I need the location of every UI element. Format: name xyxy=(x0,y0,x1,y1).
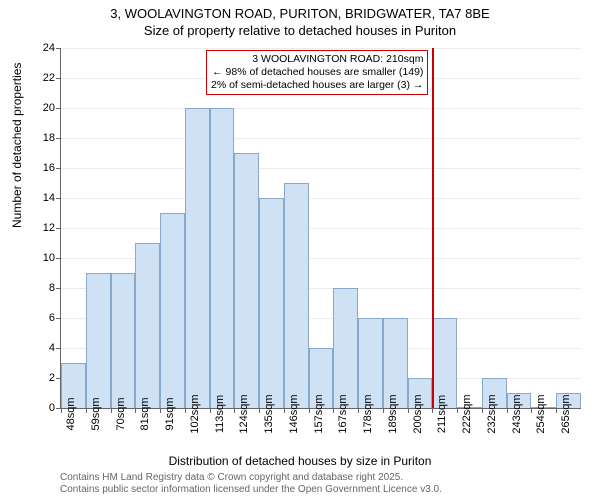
x-tick-label: 157sqm xyxy=(313,394,325,433)
x-tick-label: 211sqm xyxy=(436,395,448,433)
x-tick-mark xyxy=(86,408,87,413)
y-tick-label: 16 xyxy=(31,162,55,174)
y-tick-label: 6 xyxy=(31,312,55,324)
histogram-bar xyxy=(185,108,210,408)
x-tick-label: 81sqm xyxy=(139,397,151,430)
x-tick-mark xyxy=(185,408,186,413)
y-tick-label: 8 xyxy=(31,282,55,294)
plot-area: 02468101214161820222448sqm59sqm70sqm81sq… xyxy=(60,48,581,409)
y-tick-label: 20 xyxy=(31,102,55,114)
grid-line xyxy=(61,138,581,139)
x-tick-label: 222sqm xyxy=(461,394,473,433)
reference-vline xyxy=(432,48,434,408)
y-tick-label: 12 xyxy=(31,222,55,234)
x-tick-mark xyxy=(358,408,359,413)
x-tick-label: 124sqm xyxy=(238,394,250,433)
annotation-line-3: 2% of semi-detached houses are larger (3… xyxy=(211,79,423,92)
footer-line-1: Contains HM Land Registry data © Crown c… xyxy=(60,472,442,484)
footer-line-2: Contains public sector information licen… xyxy=(60,484,442,496)
x-tick-mark xyxy=(61,408,62,413)
x-tick-mark xyxy=(383,408,384,413)
x-tick-label: 254sqm xyxy=(535,394,547,433)
grid-line xyxy=(61,48,581,49)
histogram-bar xyxy=(333,288,358,408)
histogram-bar xyxy=(86,273,111,408)
title-block: 3, WOOLAVINGTON ROAD, PURITON, BRIDGWATE… xyxy=(0,0,600,40)
title-line-2: Size of property relative to detached ho… xyxy=(0,23,600,40)
x-tick-mark xyxy=(210,408,211,413)
histogram-bar xyxy=(259,198,284,408)
y-tick-label: 18 xyxy=(31,132,55,144)
x-tick-mark xyxy=(482,408,483,413)
x-tick-mark xyxy=(259,408,260,413)
title-line-1: 3, WOOLAVINGTON ROAD, PURITON, BRIDGWATE… xyxy=(0,6,600,23)
x-tick-label: 59sqm xyxy=(90,397,102,430)
y-tick-label: 0 xyxy=(31,402,55,414)
y-tick-label: 22 xyxy=(31,72,55,84)
x-tick-label: 189sqm xyxy=(387,394,399,433)
x-tick-label: 243sqm xyxy=(511,394,523,433)
histogram-bar xyxy=(210,108,235,408)
x-tick-label: 113sqm xyxy=(214,395,226,433)
grid-line xyxy=(61,108,581,109)
x-tick-mark xyxy=(408,408,409,413)
y-axis-label: Number of detached properties xyxy=(10,63,24,228)
y-tick-label: 24 xyxy=(31,42,55,54)
grid-line xyxy=(61,168,581,169)
x-tick-label: 91sqm xyxy=(164,397,176,430)
x-tick-label: 70sqm xyxy=(115,397,127,430)
x-tick-mark xyxy=(234,408,235,413)
y-tick-label: 10 xyxy=(31,252,55,264)
x-tick-label: 102sqm xyxy=(189,394,201,433)
y-tick-label: 2 xyxy=(31,372,55,384)
histogram-bar xyxy=(111,273,136,408)
x-tick-mark xyxy=(531,408,532,413)
x-tick-mark xyxy=(284,408,285,413)
x-tick-label: 200sqm xyxy=(412,394,424,433)
x-tick-label: 146sqm xyxy=(288,394,300,433)
x-tick-label: 48sqm xyxy=(65,397,77,430)
x-tick-label: 232sqm xyxy=(486,394,498,433)
grid-line xyxy=(61,228,581,229)
annotation-line-1: 3 WOOLAVINGTON ROAD: 210sqm xyxy=(211,53,423,66)
y-tick-label: 14 xyxy=(31,192,55,204)
x-tick-label: 178sqm xyxy=(362,394,374,433)
x-tick-mark xyxy=(556,408,557,413)
histogram-bar xyxy=(234,153,259,408)
y-tick-label: 4 xyxy=(31,342,55,354)
footer-text: Contains HM Land Registry data © Crown c… xyxy=(60,472,442,496)
x-tick-mark xyxy=(432,408,433,413)
x-tick-label: 167sqm xyxy=(337,394,349,433)
x-axis-label: Distribution of detached houses by size … xyxy=(0,454,600,468)
x-tick-mark xyxy=(457,408,458,413)
x-tick-mark xyxy=(160,408,161,413)
x-tick-label: 265sqm xyxy=(560,394,572,433)
histogram-bar xyxy=(135,243,160,408)
histogram-bar xyxy=(284,183,309,408)
x-tick-mark xyxy=(333,408,334,413)
x-tick-mark xyxy=(309,408,310,413)
chart-container: 3, WOOLAVINGTON ROAD, PURITON, BRIDGWATE… xyxy=(0,0,600,500)
annotation-box: 3 WOOLAVINGTON ROAD: 210sqm ← 98% of det… xyxy=(206,50,428,95)
histogram-bar xyxy=(160,213,185,408)
x-tick-mark xyxy=(507,408,508,413)
x-tick-label: 135sqm xyxy=(263,394,275,433)
grid-line xyxy=(61,198,581,199)
annotation-line-2: ← 98% of detached houses are smaller (14… xyxy=(211,66,423,79)
x-tick-mark xyxy=(111,408,112,413)
x-tick-mark xyxy=(135,408,136,413)
